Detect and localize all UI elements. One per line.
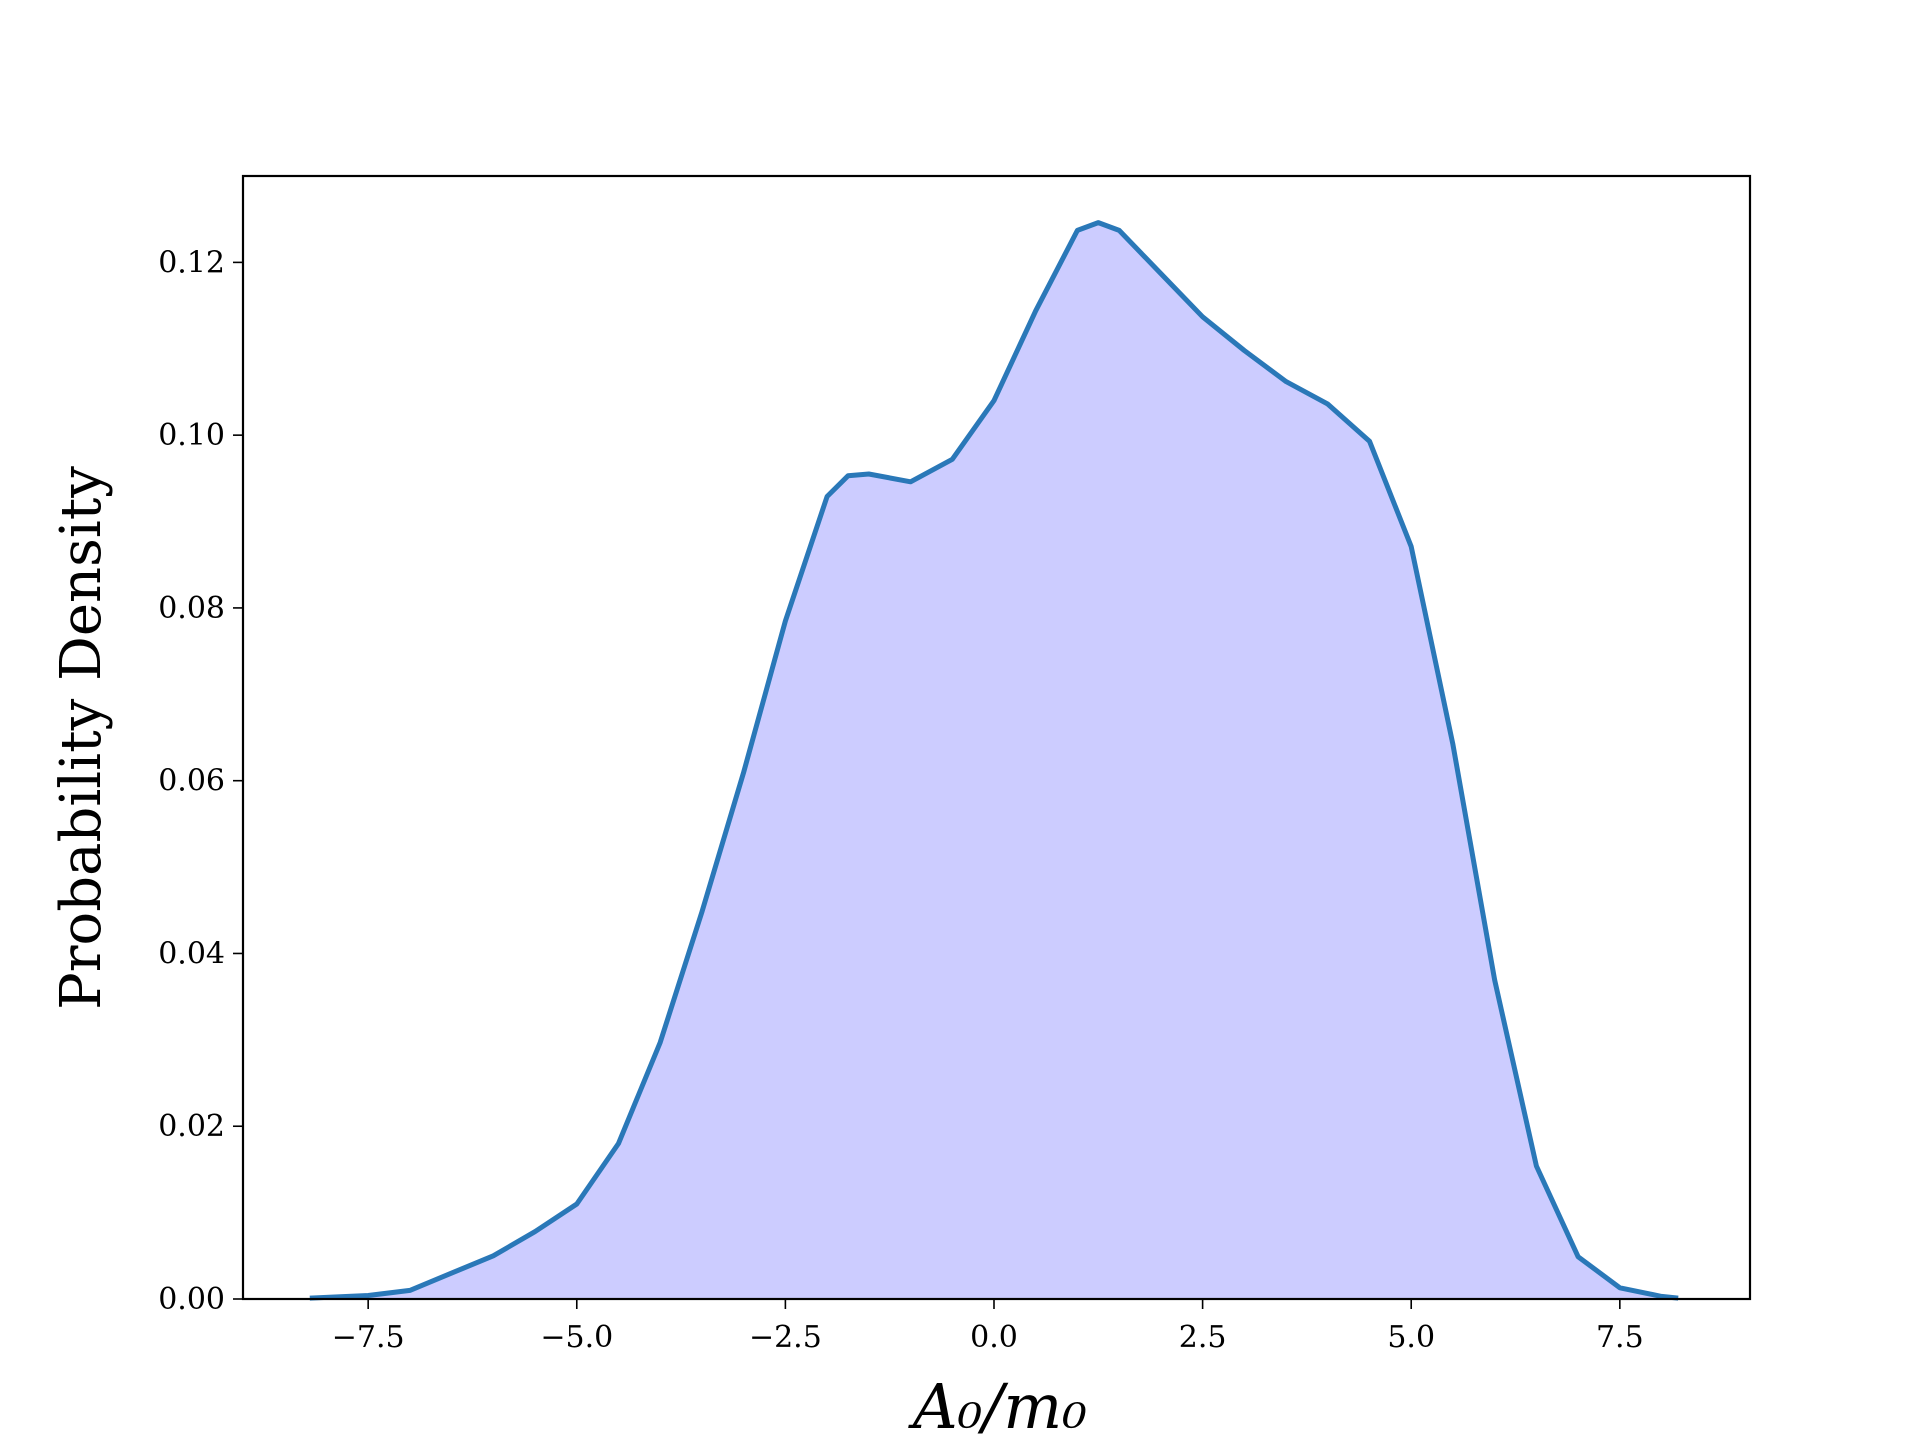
x-tick-label: −5.0 bbox=[540, 1320, 613, 1355]
y-tick-label: 0.08 bbox=[158, 591, 225, 626]
x-tick-label: −2.5 bbox=[749, 1320, 822, 1355]
x-tick-label: −7.5 bbox=[332, 1320, 405, 1355]
density-line bbox=[309, 220, 1679, 1301]
x-axis-label: A₀/m₀ bbox=[908, 1370, 1087, 1440]
x-tick-label: 0.0 bbox=[970, 1320, 1018, 1355]
y-tick-label: 0.10 bbox=[158, 418, 225, 453]
area-fill bbox=[309, 222, 1679, 1300]
x-tick-label: 5.0 bbox=[1387, 1320, 1435, 1355]
y-tick-label: 0.12 bbox=[158, 245, 225, 280]
y-axis-label: Probability Density bbox=[49, 466, 114, 1010]
y-tick-label: 0.04 bbox=[158, 936, 225, 971]
y-tick-label: 0.02 bbox=[158, 1109, 225, 1144]
x-tick-label: 7.5 bbox=[1596, 1320, 1644, 1355]
x-tick-label: 2.5 bbox=[1179, 1320, 1227, 1355]
y-tick-label: 0.00 bbox=[158, 1282, 225, 1317]
y-tick-label: 0.06 bbox=[158, 764, 225, 799]
plot-frame bbox=[241, 174, 1752, 1301]
